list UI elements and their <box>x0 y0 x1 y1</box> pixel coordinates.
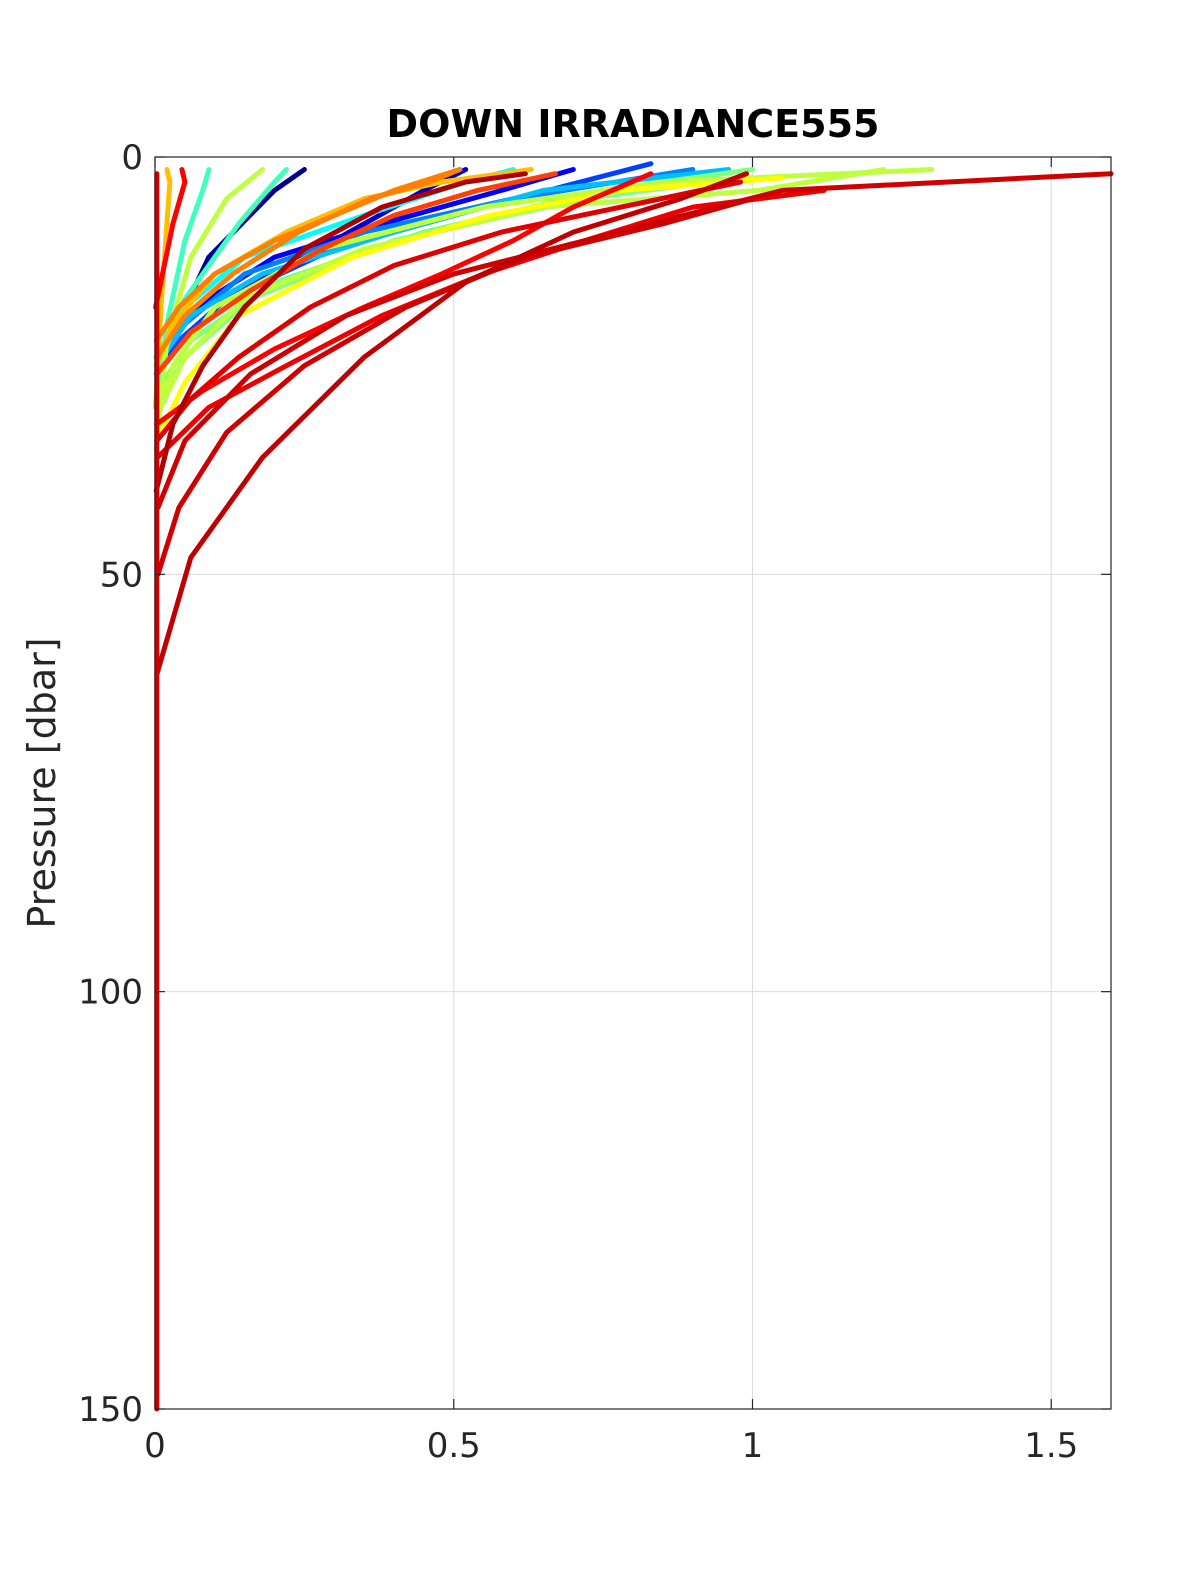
y-axis-label: Pressure [dbar] <box>20 637 64 928</box>
plot-background <box>155 157 1111 1409</box>
y-tick-label: 50 <box>100 555 143 595</box>
chart-title: DOWN IRRADIANCE555 <box>387 102 880 146</box>
x-tick-label: 0 <box>144 1426 166 1466</box>
series-line <box>154 171 749 677</box>
x-tick-label: 1 <box>742 1426 764 1466</box>
x-tick-label: 1.5 <box>1024 1426 1078 1466</box>
series-line <box>153 167 188 310</box>
series-line <box>155 171 1114 511</box>
series-line <box>154 167 732 369</box>
series-line <box>153 167 265 452</box>
y-tick-label: 150 <box>78 1390 143 1430</box>
axes-box <box>154 156 1112 1410</box>
series-line <box>155 196 755 577</box>
series-line <box>153 171 528 494</box>
grid <box>155 157 1111 1409</box>
series-line <box>154 167 887 419</box>
series-layer <box>153 161 1114 1412</box>
series-line <box>154 171 558 377</box>
series-line <box>153 167 534 369</box>
series-line <box>154 167 463 360</box>
series-line <box>154 171 654 427</box>
series-line <box>154 175 785 444</box>
ticks: 0 0.5 1 1.5 0 50 100 150 <box>78 138 1111 1466</box>
x-tick-label: 0.5 <box>427 1426 481 1466</box>
series-line <box>154 179 743 444</box>
y-tick-label: 100 <box>78 973 143 1013</box>
y-tick-label: 0 <box>121 138 143 178</box>
